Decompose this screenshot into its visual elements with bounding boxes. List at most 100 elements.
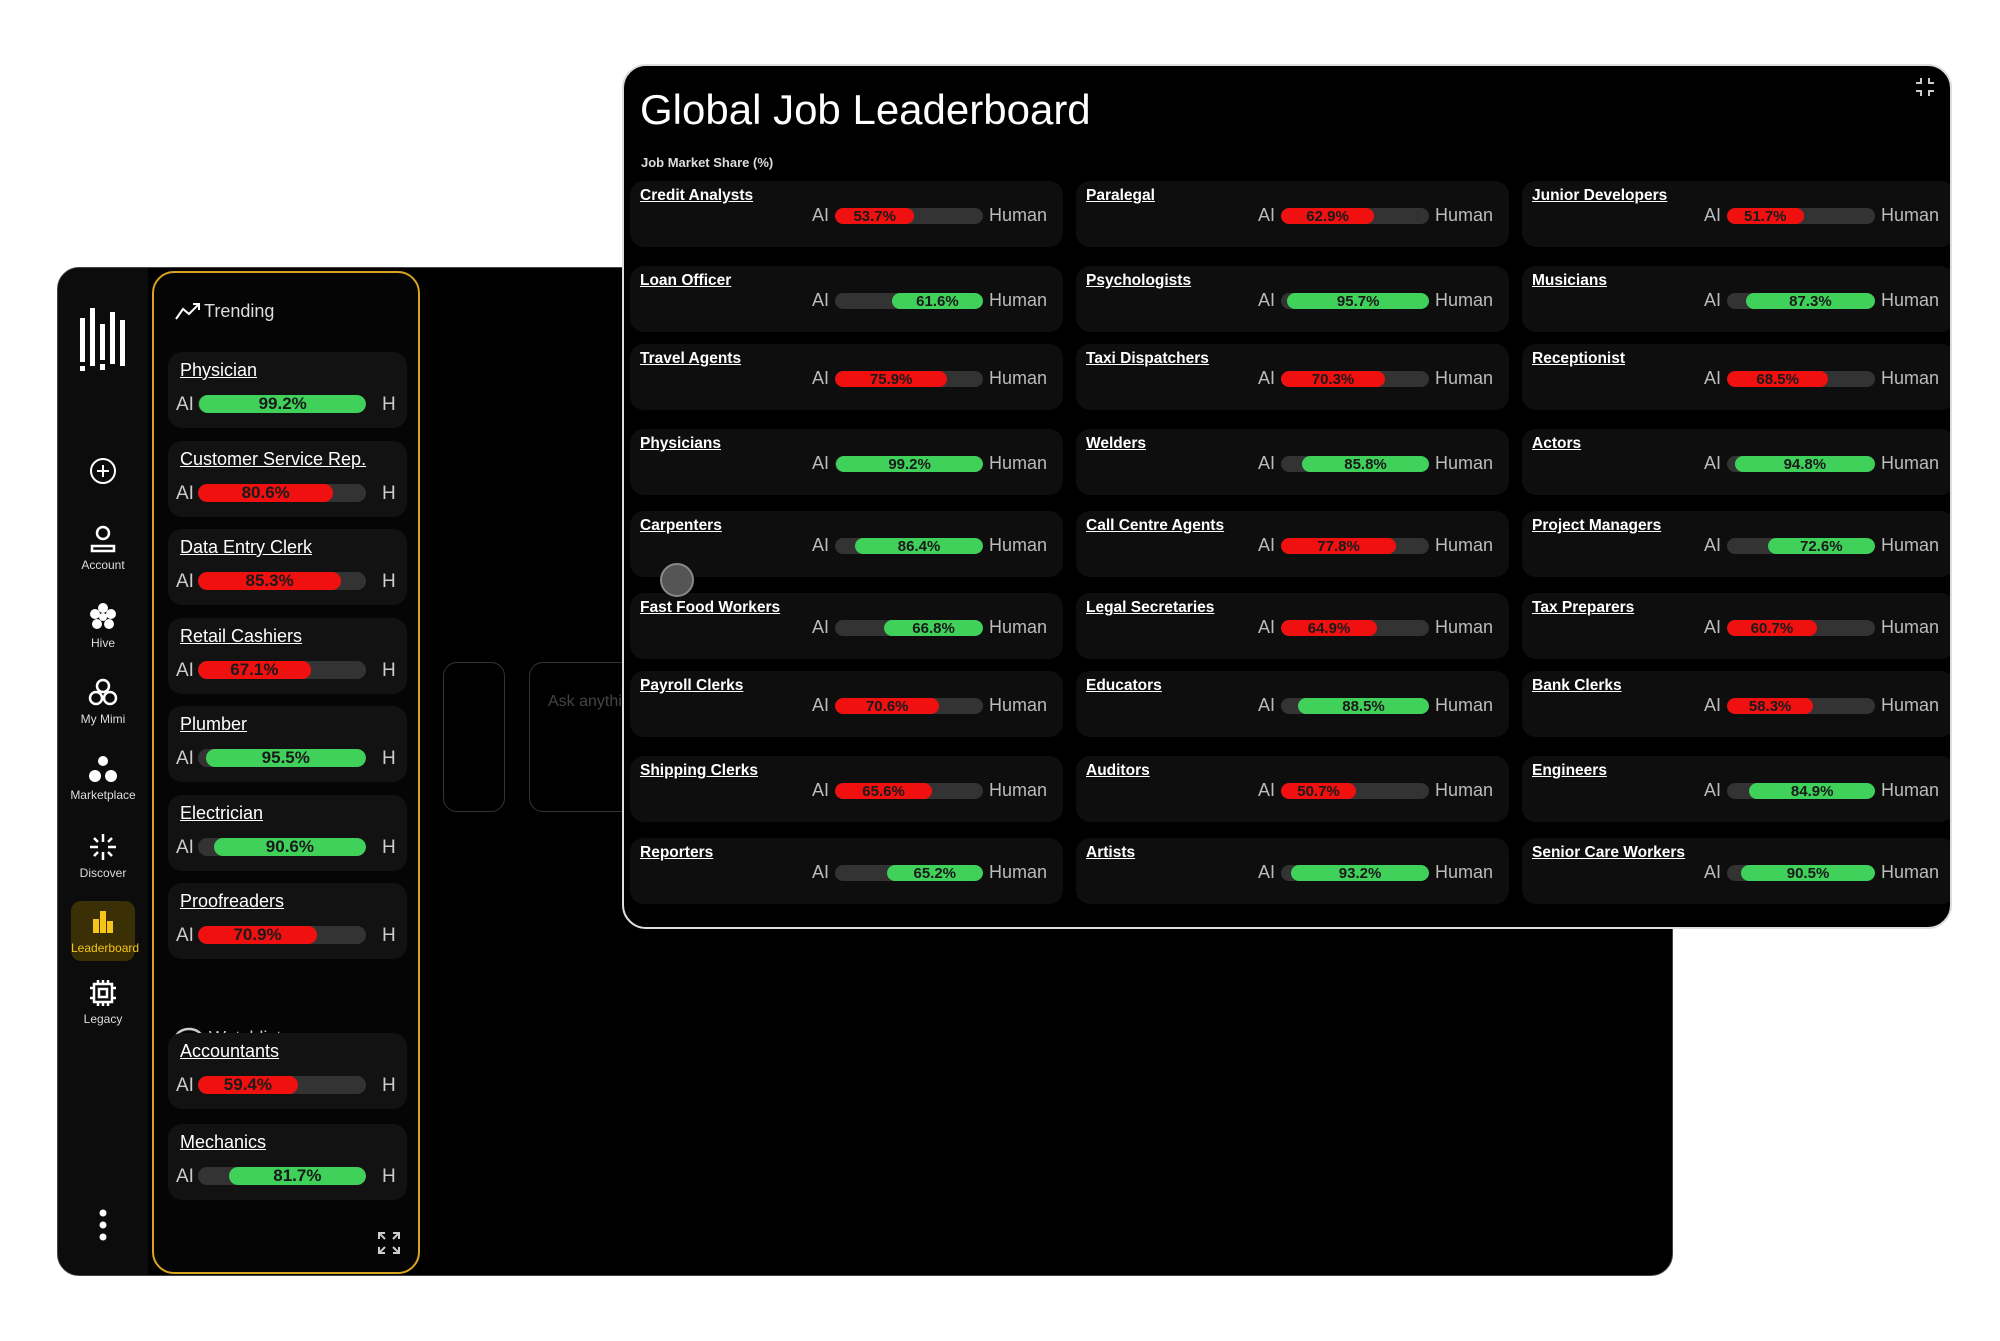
job-cell: Reporters AI Human 65.2% <box>630 838 1063 904</box>
job-cell: Carpenters AI Human 86.4% <box>630 511 1063 577</box>
ai-label: AI <box>1704 617 1722 637</box>
job-name: Proofreaders <box>180 891 285 911</box>
job-name: Receptionist <box>1532 350 1626 367</box>
share-fill <box>835 698 940 714</box>
human-label: Human <box>1881 617 1940 637</box>
share-fill <box>891 293 983 309</box>
job-name: Mechanics <box>180 1132 267 1152</box>
share-label: 67.1% <box>230 660 279 679</box>
nav-item[interactable]: Legacy <box>58 978 148 1026</box>
job-name: Carpenters <box>640 517 722 534</box>
share-fill <box>1281 538 1397 554</box>
share-label: 80.6% <box>241 483 290 502</box>
job-cell: Musicians AI Human 87.3% <box>1522 266 1950 332</box>
share-bar: 58.3% <box>1727 698 1875 714</box>
share-label: 64.9% <box>1307 620 1351 636</box>
share-fill <box>855 538 983 554</box>
nav-item[interactable]: My Mimi <box>58 678 148 726</box>
job-name: Actors <box>1532 435 1582 452</box>
nav-icon <box>89 756 117 782</box>
job-cell: Educators AI Human 88.5% <box>1076 671 1509 737</box>
job-cell: Credit Analysts AI Human 53.7% <box>630 181 1063 247</box>
job-name: Credit Analysts <box>640 187 754 204</box>
share-label: 85.8% <box>1344 456 1387 472</box>
expand-button[interactable] <box>377 1231 401 1255</box>
job-card: Mechanics AI H 81.7% <box>168 1124 407 1200</box>
job-cell: Receptionist AI Human 68.5% <box>1522 344 1950 410</box>
job-card: Proofreaders AI H 70.9% <box>168 883 407 959</box>
share-fill <box>1287 293 1429 309</box>
share-label: 99.2% <box>258 395 307 413</box>
job-cell: Bank Clerks AI Human 58.3% <box>1522 671 1950 737</box>
share-label: 61.6% <box>916 293 959 309</box>
job-name: Musicians <box>1532 272 1607 289</box>
share-label: 85.3% <box>245 572 294 590</box>
job-name: Customer Service Rep. <box>180 448 367 469</box>
nav-item[interactable]: Account <box>58 524 148 572</box>
cursor-dot <box>660 563 694 597</box>
tool-strip <box>443 662 505 812</box>
share-fill <box>205 749 366 767</box>
job-name: Physician <box>180 360 258 380</box>
h-label: H <box>382 659 396 681</box>
share-label: 77.8% <box>1317 538 1360 554</box>
ai-label: AI <box>176 1166 194 1187</box>
nav-item[interactable]: Marketplace <box>58 754 148 802</box>
share-label: 51.7% <box>1743 208 1787 224</box>
job-card: Electrician AI H 90.6% <box>168 794 407 871</box>
human-label: Human <box>989 780 1048 800</box>
share-label: 72.6% <box>1800 538 1843 554</box>
nav-item[interactable]: Discover <box>58 832 148 880</box>
job-cell: Payroll Clerks AI Human 70.6% <box>630 671 1063 737</box>
job-name: Fast Food Workers <box>640 599 781 616</box>
collapse-button[interactable] <box>1914 76 1936 98</box>
human-label: Human <box>989 205 1048 225</box>
share-fill <box>1281 620 1378 636</box>
job-name: Junior Developers <box>1532 187 1668 204</box>
ai-label: AI <box>812 695 830 715</box>
share-bar: 64.9% <box>1281 620 1429 636</box>
share-bar: 87.3% <box>1727 293 1875 309</box>
job-name: Artists <box>1086 844 1136 861</box>
share-fill <box>1291 865 1429 881</box>
share-label: 87.3% <box>1789 293 1832 309</box>
new-button[interactable] <box>88 456 118 486</box>
share-bar: 72.6% <box>1727 538 1875 554</box>
job-cell: Welders AI Human 85.8% <box>1076 429 1509 495</box>
ai-label: AI <box>1704 368 1722 388</box>
share-label: 65.2% <box>913 865 957 881</box>
ai-label: AI <box>176 836 194 858</box>
nav-icon <box>90 834 116 860</box>
ai-label: AI <box>812 617 830 637</box>
share-fill <box>213 837 366 856</box>
trending-title: Trending <box>204 301 275 321</box>
share-label: 88.5% <box>1342 698 1385 714</box>
share-bar: 85.8% <box>1281 456 1429 472</box>
share-bar: 62.9% <box>1281 208 1429 224</box>
human-label: Human <box>1435 290 1494 310</box>
human-label: Human <box>989 617 1048 637</box>
share-fill <box>198 660 311 679</box>
nav-item[interactable]: Hive <box>58 602 148 650</box>
input-placeholder: Ask anything <box>548 693 640 710</box>
nav-item[interactable]: Leaderboard <box>71 901 139 961</box>
share-label: 99.2% <box>888 456 931 472</box>
share-bar: 51.7% <box>1727 208 1875 224</box>
job-name: Taxi Dispatchers <box>1086 350 1209 367</box>
ai-label: AI <box>1258 368 1276 388</box>
share-bar: 81.7% <box>198 1167 366 1185</box>
share-fill <box>198 572 342 590</box>
share-fill <box>199 395 366 413</box>
human-label: Human <box>1881 453 1940 473</box>
job-cell: Senior Care Workers AI Human 90.5% <box>1522 838 1950 904</box>
job-cell: Paralegal AI Human 62.9% <box>1076 181 1509 247</box>
job-cell: Engineers AI Human 84.9% <box>1522 756 1950 822</box>
share-bar: 65.6% <box>835 783 983 799</box>
share-fill <box>1281 371 1386 387</box>
share-bar: 75.9% <box>835 371 983 387</box>
human-label: Human <box>1435 780 1494 800</box>
more-button[interactable] <box>96 1208 110 1242</box>
job-name: Legal Secretaries <box>1086 599 1215 616</box>
share-fill <box>198 926 318 944</box>
human-label: Human <box>989 695 1048 715</box>
